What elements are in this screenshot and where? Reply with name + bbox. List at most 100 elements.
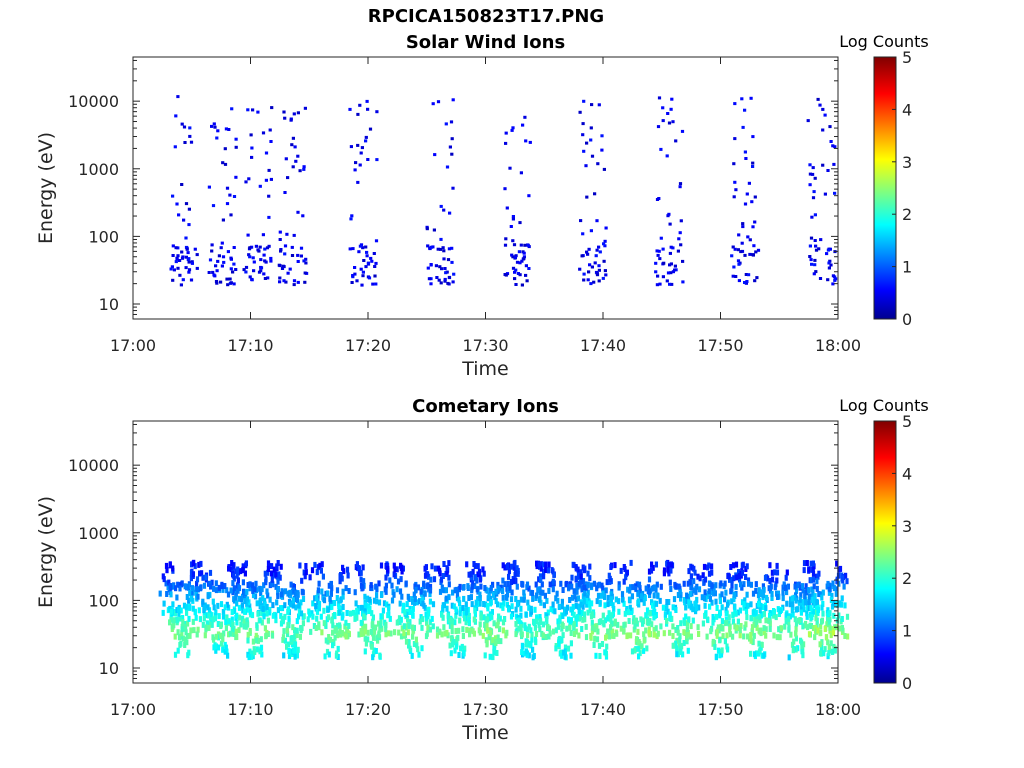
- data-cell: [428, 619, 432, 626]
- data-cell: [504, 141, 508, 145]
- data-cell: [670, 562, 674, 569]
- data-cell: [663, 611, 667, 618]
- data-cell: [336, 654, 340, 660]
- data-cell: [284, 157, 288, 161]
- data-cell: [687, 602, 691, 609]
- data-cell: [186, 620, 190, 627]
- data-cell: [338, 622, 342, 629]
- data-cell: [645, 645, 649, 652]
- data-cell: [531, 646, 535, 653]
- data-cell: [535, 618, 539, 625]
- data-cell: [530, 631, 534, 638]
- data-cell: [669, 567, 673, 574]
- data-cell: [302, 165, 306, 169]
- data-cell: [173, 610, 178, 617]
- data-cell: [366, 629, 370, 636]
- data-cell: [757, 614, 762, 621]
- data-cell: [172, 268, 176, 272]
- data-cell: [580, 626, 584, 632]
- data-cell: [587, 247, 591, 251]
- data-cell: [599, 618, 603, 625]
- data-cell: [174, 114, 178, 118]
- data-cell: [429, 282, 433, 286]
- data-cell: [451, 98, 455, 102]
- data-cell: [755, 615, 759, 622]
- data-cell: [402, 630, 406, 637]
- data-cell: [519, 243, 523, 247]
- data-cell: [270, 632, 275, 639]
- data-cell: [214, 609, 218, 616]
- data-cell: [768, 613, 772, 619]
- data-cell: [414, 586, 418, 593]
- data-cell: [448, 145, 452, 149]
- data-cell: [837, 580, 841, 587]
- data-cell: [602, 242, 606, 246]
- data-cell: [458, 610, 462, 617]
- data-cell: [513, 256, 517, 259]
- data-cell: [563, 644, 568, 651]
- data-cell: [509, 613, 514, 620]
- data-cell: [731, 274, 735, 278]
- data-cell: [216, 259, 220, 263]
- data-cell: [560, 598, 564, 605]
- data-cell: [791, 647, 795, 654]
- data-cell: [267, 194, 271, 198]
- data-cell: [816, 606, 820, 613]
- data-cell: [426, 266, 430, 270]
- data-cell: [510, 589, 514, 596]
- data-cell: [375, 592, 379, 599]
- data-cell: [642, 599, 646, 606]
- data-cell: [682, 619, 686, 626]
- data-cell: [785, 600, 789, 607]
- data-cell: [439, 204, 443, 208]
- data-cell: [402, 623, 406, 630]
- data-cell: [194, 614, 198, 621]
- data-cell: [813, 263, 817, 267]
- data-cell: [606, 594, 610, 601]
- data-cell: [335, 650, 339, 657]
- data-cell: [187, 260, 191, 264]
- burst-0: [158, 559, 203, 659]
- data-cell: [189, 575, 193, 582]
- data-cell: [544, 561, 548, 568]
- data-cell: [636, 598, 640, 605]
- data-cell: [210, 243, 214, 247]
- data-cell: [679, 643, 683, 650]
- data-cell: [575, 582, 579, 589]
- data-cell: [418, 618, 422, 625]
- data-cell: [829, 583, 833, 590]
- data-cell: [293, 653, 297, 660]
- data-cell: [322, 597, 327, 604]
- data-cell: [174, 260, 178, 264]
- data-cell: [777, 626, 781, 633]
- data-cell: [815, 578, 819, 585]
- data-cell: [822, 650, 826, 657]
- data-cell: [584, 584, 588, 591]
- data-cell: [743, 150, 747, 154]
- data-cell: [420, 597, 424, 604]
- data-cell: [586, 570, 590, 577]
- data-cell: [274, 571, 278, 578]
- data-cell: [255, 587, 259, 594]
- data-cell: [705, 633, 709, 640]
- data-cell: [561, 623, 565, 629]
- data-cell: [348, 107, 352, 111]
- data-cell: [593, 635, 597, 642]
- data-cell: [527, 267, 531, 270]
- data-cell: [234, 145, 238, 149]
- data-cell: [833, 191, 837, 195]
- data-cell: [647, 576, 652, 583]
- data-cell: [732, 591, 736, 598]
- data-cell: [213, 125, 217, 129]
- data-cell: [790, 600, 795, 606]
- data-cell: [731, 245, 735, 249]
- data-cell: [250, 277, 254, 281]
- data-cell: [751, 161, 755, 165]
- data-cell: [496, 621, 500, 628]
- data-cell: [746, 577, 751, 584]
- data-cell: [210, 249, 214, 253]
- data-cell: [730, 254, 734, 258]
- data-cell: [808, 183, 812, 187]
- data-cell: [511, 255, 515, 259]
